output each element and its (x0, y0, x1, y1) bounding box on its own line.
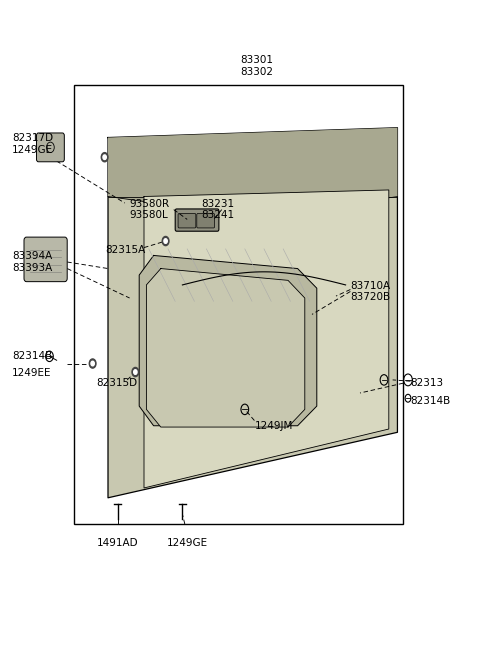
Text: 83394A
83393A: 83394A 83393A (12, 252, 52, 272)
Polygon shape (144, 190, 389, 488)
Polygon shape (108, 128, 397, 498)
Circle shape (132, 367, 139, 377)
Circle shape (91, 361, 94, 365)
Circle shape (133, 369, 137, 375)
Circle shape (162, 236, 169, 246)
FancyBboxPatch shape (24, 237, 67, 282)
Text: 82314B: 82314B (410, 396, 451, 406)
Text: 83231
83241: 83231 83241 (202, 199, 235, 220)
Circle shape (164, 238, 167, 244)
Polygon shape (108, 128, 397, 217)
Text: 1249GE: 1249GE (167, 538, 208, 548)
Polygon shape (139, 255, 317, 426)
FancyBboxPatch shape (175, 209, 219, 231)
Circle shape (101, 153, 108, 162)
Text: 82317D
1249GE: 82317D 1249GE (12, 134, 53, 155)
FancyBboxPatch shape (36, 133, 64, 162)
Circle shape (89, 359, 96, 368)
Text: 83301
83302: 83301 83302 (240, 55, 273, 77)
Text: 82315A: 82315A (106, 245, 146, 255)
FancyBboxPatch shape (178, 214, 196, 228)
Text: 82314B: 82314B (12, 351, 52, 362)
FancyBboxPatch shape (197, 214, 215, 228)
Circle shape (103, 155, 107, 160)
Text: 1249EE: 1249EE (12, 368, 51, 379)
Text: 93580R
93580L: 93580R 93580L (130, 199, 170, 220)
Polygon shape (146, 269, 305, 427)
Text: 1491AD: 1491AD (97, 538, 138, 548)
Text: 82315D: 82315D (96, 378, 137, 388)
Text: 1249JM: 1249JM (254, 421, 293, 431)
Text: 83710A
83720B: 83710A 83720B (350, 281, 391, 302)
Bar (74, 85, 403, 524)
Text: 82313: 82313 (410, 378, 444, 388)
